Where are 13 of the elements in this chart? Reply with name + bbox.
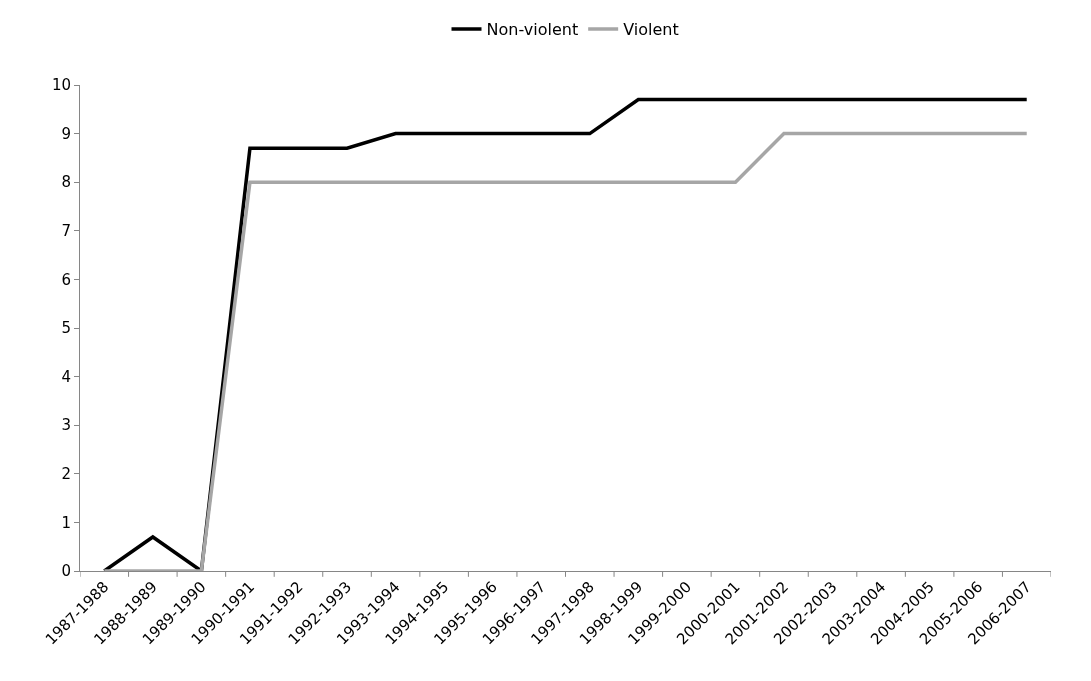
legend-label: Violent <box>623 20 679 40</box>
y-tick-label: 1 <box>61 513 71 532</box>
y-tick-label: 9 <box>61 124 71 143</box>
y-tick-label: 10 <box>51 76 71 95</box>
y-tick-label: 4 <box>61 367 71 386</box>
y-tick-label: 6 <box>61 270 71 289</box>
legend-label: Non-violent <box>486 20 579 40</box>
y-tick-label: 2 <box>61 465 71 484</box>
y-tick-label: 3 <box>61 416 71 435</box>
y-tick-label: 8 <box>61 173 71 192</box>
y-tick-label: 0 <box>61 562 71 581</box>
y-tick-label: 5 <box>61 319 71 338</box>
y-tick-label: 7 <box>61 222 71 241</box>
